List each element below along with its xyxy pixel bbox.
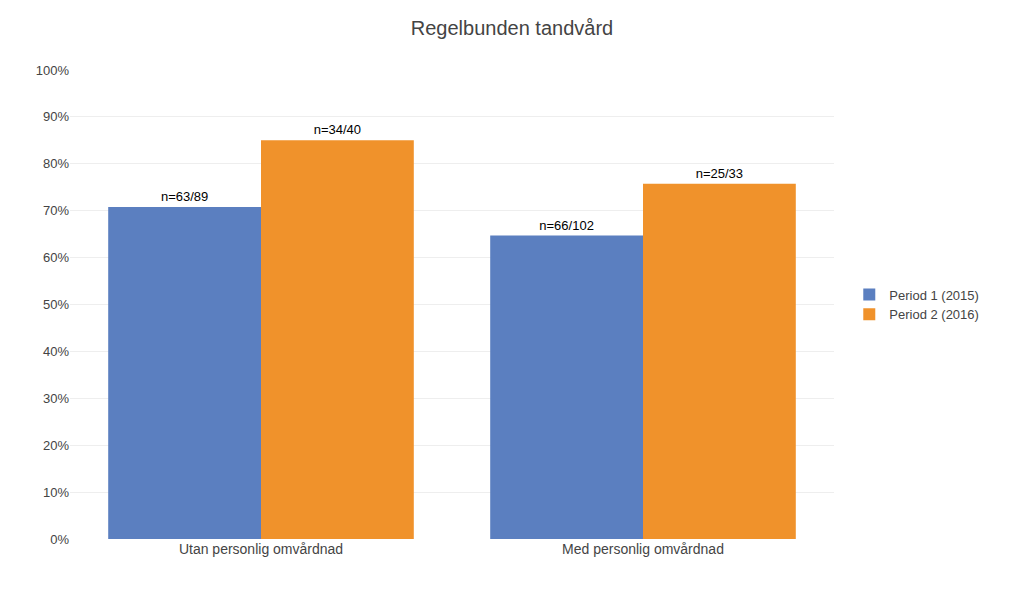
svg-text:90%: 90% xyxy=(43,109,69,124)
svg-text:Utan personlig omvårdnad: Utan personlig omvårdnad xyxy=(179,541,343,557)
svg-text:n=34/40: n=34/40 xyxy=(314,122,361,137)
svg-text:70%: 70% xyxy=(43,203,69,218)
svg-text:80%: 80% xyxy=(43,156,69,171)
svg-text:0%: 0% xyxy=(50,532,69,547)
svg-text:n=63/89: n=63/89 xyxy=(161,189,208,204)
svg-text:Regelbunden tandvård: Regelbunden tandvård xyxy=(411,17,613,39)
svg-text:50%: 50% xyxy=(43,297,69,312)
svg-text:Med personlig omvårdnad: Med personlig omvårdnad xyxy=(562,541,724,557)
svg-text:30%: 30% xyxy=(43,391,69,406)
svg-text:n=66/102: n=66/102 xyxy=(539,218,594,233)
svg-text:100%: 100% xyxy=(36,63,70,78)
svg-text:Period 1 (2015): Period 1 (2015) xyxy=(889,288,979,303)
svg-text:n=25/33: n=25/33 xyxy=(696,166,743,181)
svg-text:10%: 10% xyxy=(43,485,69,500)
svg-text:20%: 20% xyxy=(43,438,69,453)
svg-text:40%: 40% xyxy=(43,344,69,359)
svg-text:60%: 60% xyxy=(43,250,69,265)
svg-text:Period 2 (2016): Period 2 (2016) xyxy=(889,307,979,322)
